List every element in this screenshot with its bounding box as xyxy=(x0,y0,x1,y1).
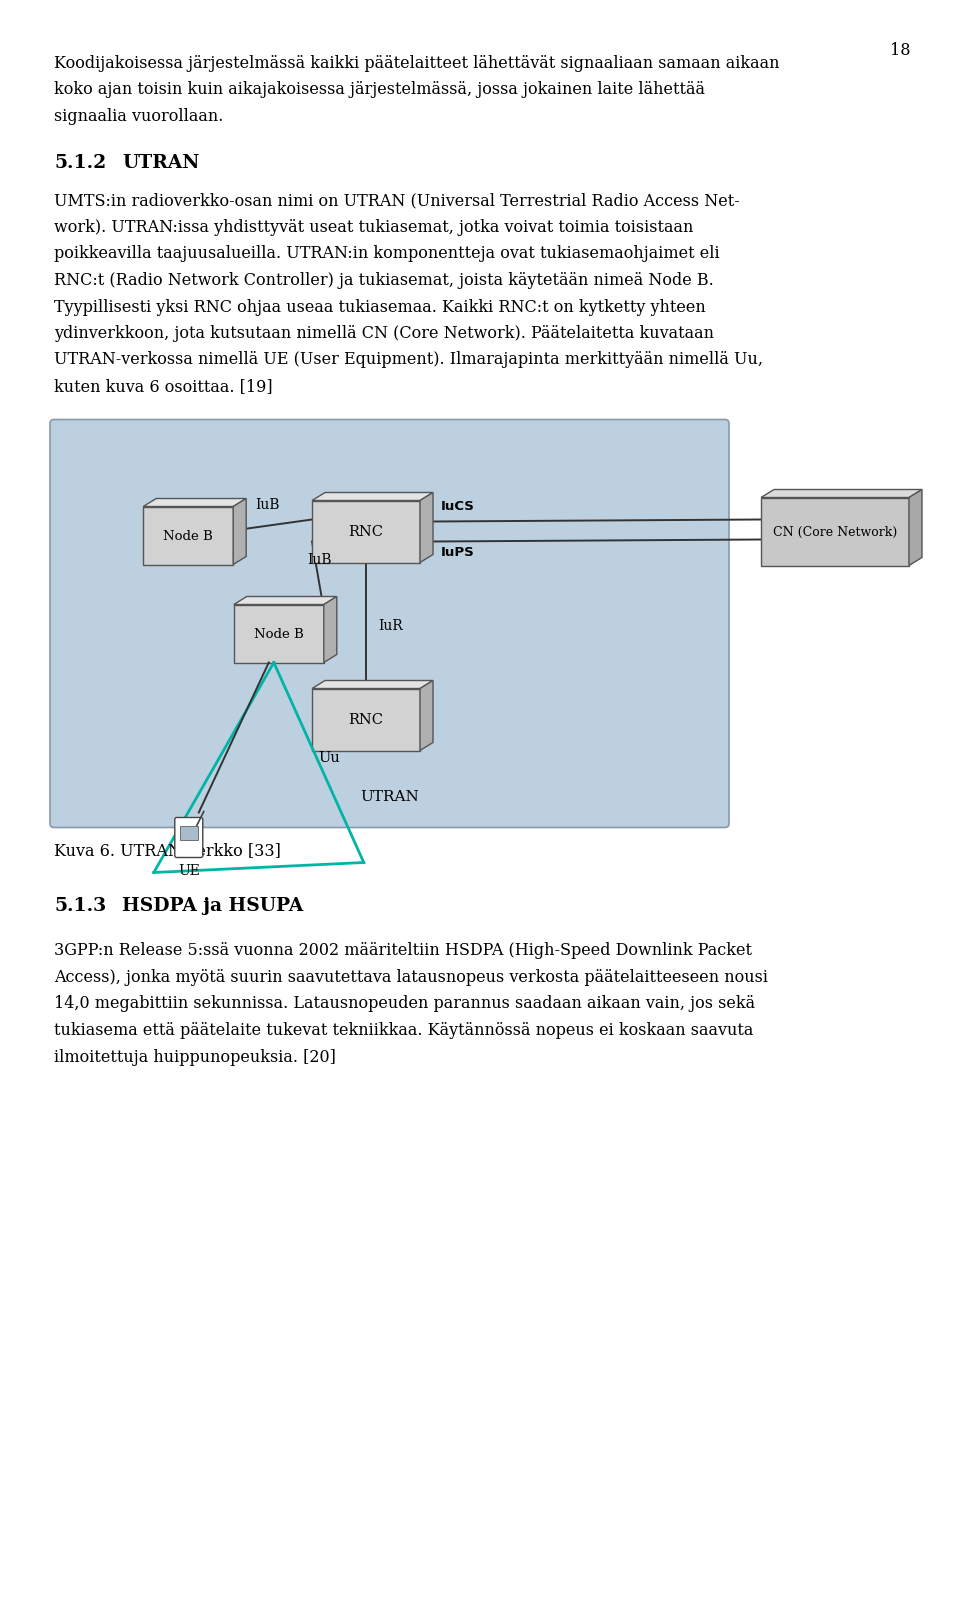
Text: UTRAN: UTRAN xyxy=(122,155,200,173)
Text: IuB: IuB xyxy=(307,552,332,567)
Polygon shape xyxy=(143,507,233,565)
Polygon shape xyxy=(312,502,420,563)
FancyBboxPatch shape xyxy=(175,818,203,859)
Text: HSDPA ja HSUPA: HSDPA ja HSUPA xyxy=(122,897,303,915)
Text: UE: UE xyxy=(178,863,200,878)
Text: Kuva 6. UTRAN-verkko [33]: Kuva 6. UTRAN-verkko [33] xyxy=(54,843,281,859)
Polygon shape xyxy=(312,689,420,751)
Polygon shape xyxy=(420,681,433,751)
Text: RNC: RNC xyxy=(348,525,383,539)
Text: kuten kuva 6 osoittaa. [19]: kuten kuva 6 osoittaa. [19] xyxy=(54,378,273,395)
Text: poikkeavilla taajuusalueilla. UTRAN:in komponentteja ovat tukiasemaohjaimet eli: poikkeavilla taajuusalueilla. UTRAN:in k… xyxy=(54,245,720,263)
Text: 14,0 megabittiin sekunnissa. Latausnopeuden parannus saadaan aikaan vain, jos se: 14,0 megabittiin sekunnissa. Latausnopeu… xyxy=(54,994,756,1012)
Text: UMTS:in radioverkko-osan nimi on UTRAN (Universal Terrestrial Radio Access Net-: UMTS:in radioverkko-osan nimi on UTRAN (… xyxy=(54,192,740,210)
Text: Access), jonka myötä suurin saavutettava latausnopeus verkosta päätelaitteeseen : Access), jonka myötä suurin saavutettava… xyxy=(54,968,768,986)
Polygon shape xyxy=(233,499,246,565)
Text: UTRAN: UTRAN xyxy=(360,789,419,804)
Text: Node B: Node B xyxy=(253,628,303,641)
Polygon shape xyxy=(312,681,433,689)
Text: 18: 18 xyxy=(890,42,910,60)
Text: IuPS: IuPS xyxy=(441,546,475,558)
Text: tukiasema että päätelaite tukevat tekniikkaa. Käytännössä nopeus ei koskaan saav: tukiasema että päätelaite tukevat teknii… xyxy=(54,1022,754,1038)
Text: work). UTRAN:issa yhdisttyvät useat tukiasemat, jotka voivat toimia toisistaan: work). UTRAN:issa yhdisttyvät useat tuki… xyxy=(54,220,693,236)
Text: signaalia vuorollaan.: signaalia vuorollaan. xyxy=(54,108,224,124)
Text: Uu: Uu xyxy=(318,751,340,765)
Polygon shape xyxy=(761,499,909,567)
Bar xyxy=(180,826,198,839)
Text: UTRAN-verkossa nimellä UE (User Equipment). Ilmarajapinta merkittyään nimellä Uu: UTRAN-verkossa nimellä UE (User Equipmen… xyxy=(54,352,763,368)
Text: ydinverkkoon, jota kutsutaan nimellä CN (Core Network). Päätelaitetta kuvataan: ydinverkkoon, jota kutsutaan nimellä CN … xyxy=(54,324,714,342)
Polygon shape xyxy=(234,597,337,605)
Text: 3GPP:n Release 5:ssä vuonna 2002 määriteltiin HSDPA (High-Speed Downlink Packet: 3GPP:n Release 5:ssä vuonna 2002 määrite… xyxy=(54,943,752,959)
Polygon shape xyxy=(909,491,922,567)
FancyBboxPatch shape xyxy=(50,420,729,828)
Polygon shape xyxy=(324,597,337,663)
Polygon shape xyxy=(312,494,433,502)
Text: IuR: IuR xyxy=(378,620,403,633)
Text: Node B: Node B xyxy=(163,529,213,542)
Polygon shape xyxy=(143,499,246,507)
Text: Koodijakoisessa järjestelmässä kaikki päätelaitteet lähettävät signaaliaan samaa: Koodijakoisessa järjestelmässä kaikki pä… xyxy=(54,55,780,73)
Text: RNC: RNC xyxy=(348,713,383,726)
Text: CN (Core Network): CN (Core Network) xyxy=(773,526,898,539)
Polygon shape xyxy=(761,491,922,499)
Text: Tyypillisesti yksi RNC ohjaa useaa tukiasemaa. Kaikki RNC:t on kytketty yhteen: Tyypillisesti yksi RNC ohjaa useaa tukia… xyxy=(54,299,706,315)
Text: IuB: IuB xyxy=(255,497,280,512)
Text: ilmoitettuja huippunopeuksia. [20]: ilmoitettuja huippunopeuksia. [20] xyxy=(54,1047,336,1065)
Polygon shape xyxy=(234,605,324,663)
Text: RNC:t (Radio Network Controller) ja tukiasemat, joista käytetään nimeä Node B.: RNC:t (Radio Network Controller) ja tuki… xyxy=(54,271,713,289)
Text: IuCS: IuCS xyxy=(441,499,475,512)
Polygon shape xyxy=(420,494,433,563)
Text: 5.1.3: 5.1.3 xyxy=(54,897,107,915)
Text: 5.1.2: 5.1.2 xyxy=(54,155,107,173)
Text: koko ajan toisin kuin aikajakoisessa järjestelmässä, jossa jokainen laite lähett: koko ajan toisin kuin aikajakoisessa jär… xyxy=(54,81,705,98)
